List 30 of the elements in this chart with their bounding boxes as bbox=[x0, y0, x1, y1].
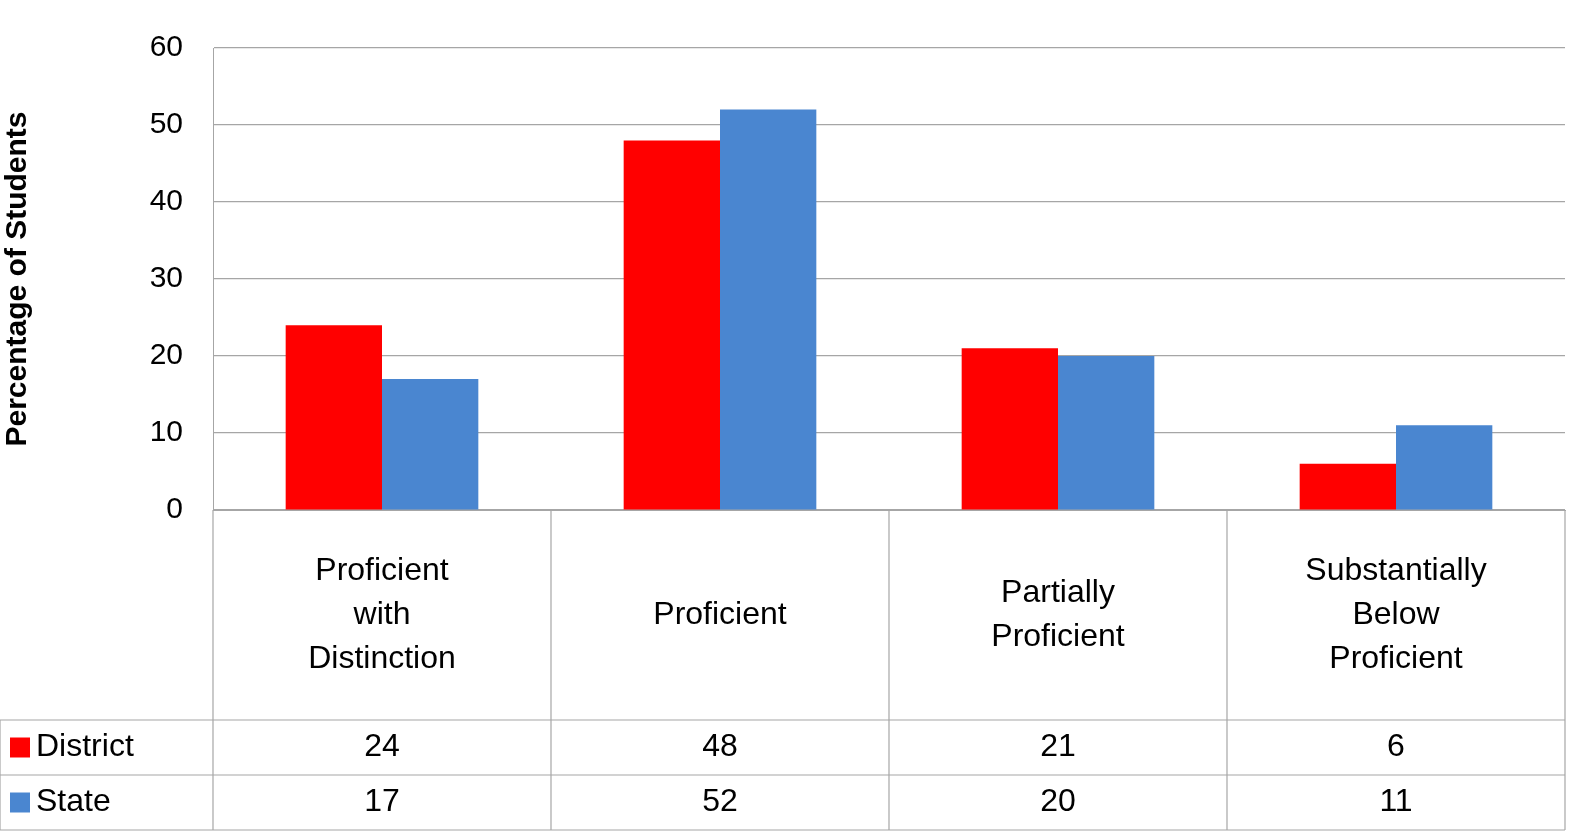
y-axis-title: Percentage of Students bbox=[0, 111, 33, 447]
y-tick-label: 50 bbox=[149, 106, 183, 140]
bar bbox=[961, 348, 1058, 510]
data-label: 20 bbox=[1040, 782, 1076, 819]
data-label: 48 bbox=[702, 727, 738, 764]
x-tick-label: Partially Proficient bbox=[991, 572, 1125, 653]
x-tick-label: Proficient bbox=[653, 594, 787, 631]
bar bbox=[1058, 356, 1155, 510]
legend-label: District bbox=[36, 727, 134, 764]
bar bbox=[720, 109, 817, 510]
x-tick-label: Proficient with Distinction bbox=[308, 550, 456, 675]
y-tick-label: 40 bbox=[149, 183, 183, 217]
data-label: 21 bbox=[1040, 727, 1076, 764]
bar bbox=[623, 140, 720, 510]
bar bbox=[1299, 463, 1396, 510]
data-label: 17 bbox=[364, 782, 400, 819]
y-tick-label: 0 bbox=[166, 491, 183, 525]
data-label: 52 bbox=[702, 782, 738, 819]
data-label: 24 bbox=[364, 727, 400, 764]
y-tick-label: 20 bbox=[149, 337, 183, 371]
bar bbox=[382, 379, 479, 510]
x-tick-label: Substantially Below Proficient bbox=[1305, 550, 1487, 675]
y-tick-label: 30 bbox=[149, 260, 183, 294]
bar bbox=[285, 325, 382, 510]
bar bbox=[1396, 425, 1493, 510]
y-tick-label: 60 bbox=[149, 29, 183, 63]
data-label: 6 bbox=[1387, 727, 1405, 764]
data-label: 11 bbox=[1379, 782, 1413, 819]
y-tick-label: 10 bbox=[149, 414, 183, 448]
legend-label: State bbox=[36, 782, 111, 819]
